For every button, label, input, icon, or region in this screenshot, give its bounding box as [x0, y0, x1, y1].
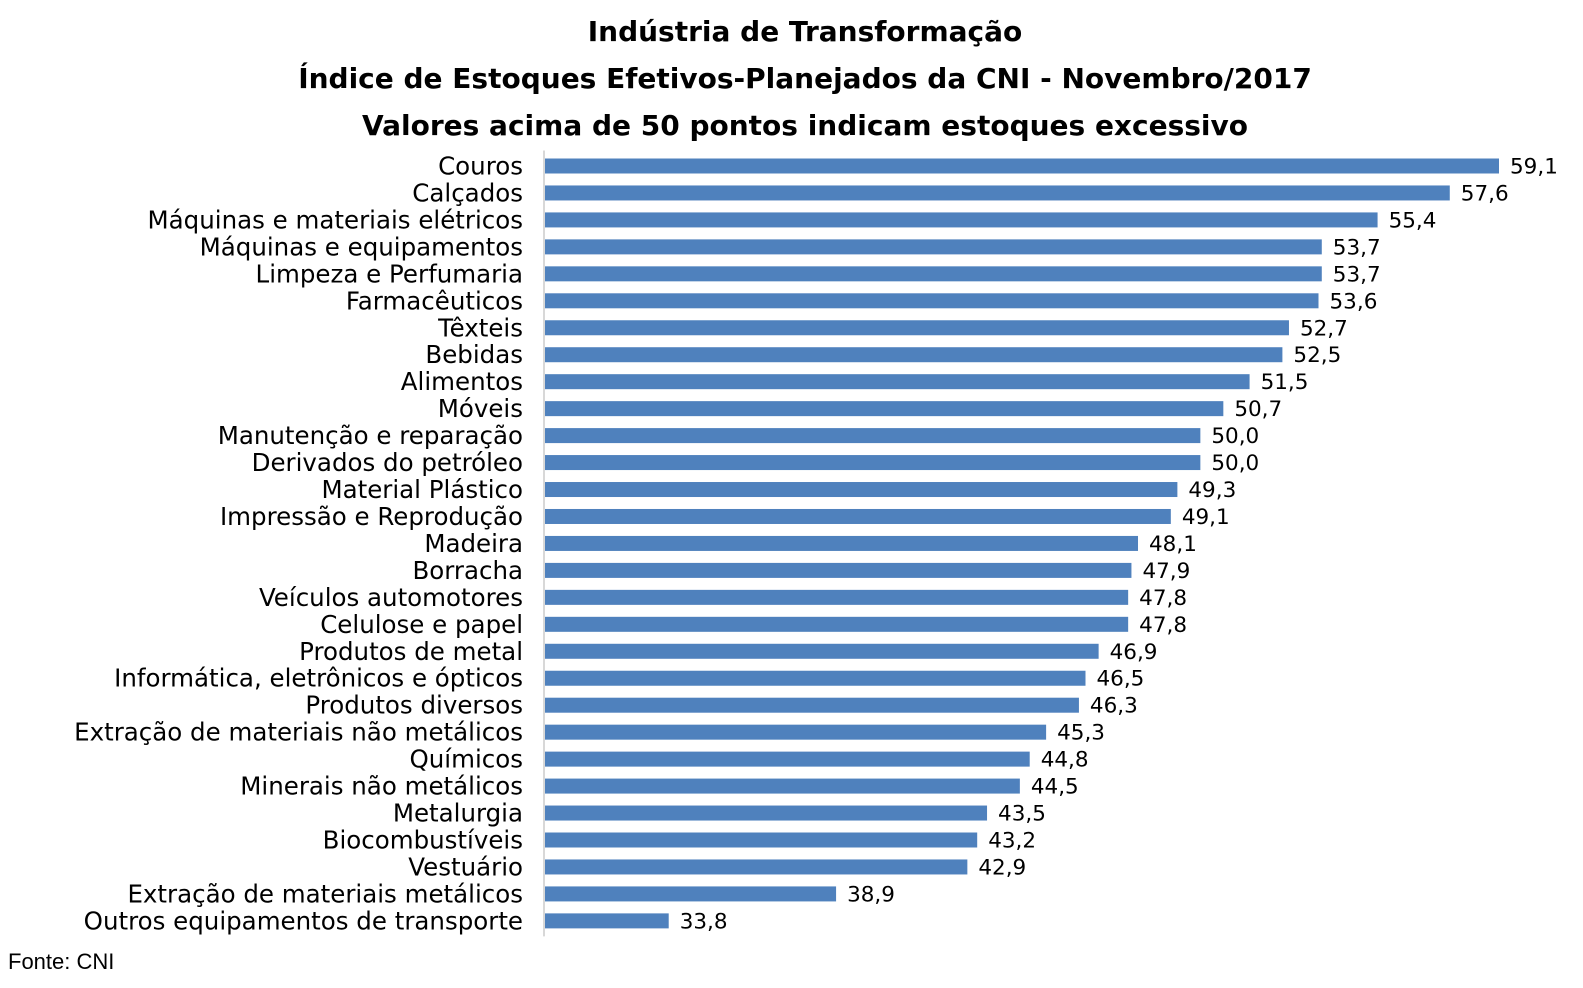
- data-label: 43,5: [998, 802, 1046, 827]
- data-label: 51,5: [1261, 370, 1309, 395]
- data-label: 47,9: [1142, 559, 1190, 584]
- bar: [545, 293, 1319, 309]
- data-label: 59,1: [1510, 155, 1558, 180]
- category-label: Móveis: [438, 394, 523, 423]
- bar: [545, 778, 1020, 794]
- bar: [545, 428, 1201, 444]
- category-label: Máquinas e materiais elétricos: [148, 205, 523, 234]
- category-label: Vestuário: [408, 852, 523, 881]
- bar: [545, 455, 1201, 471]
- source-note: Fonte: CNI: [8, 949, 115, 974]
- bar: [545, 185, 1450, 201]
- category-label: Impressão e Reprodução: [220, 502, 523, 531]
- data-label: 43,2: [988, 829, 1036, 854]
- data-label: 52,5: [1293, 343, 1341, 368]
- data-label: 55,4: [1389, 208, 1437, 233]
- category-label: Veículos automotores: [259, 583, 523, 612]
- category-label: Material Plástico: [321, 475, 523, 504]
- data-label: 44,5: [1031, 775, 1079, 800]
- bar: [545, 589, 1129, 605]
- data-label: 47,8: [1139, 586, 1187, 611]
- category-label: Têxteis: [437, 313, 523, 342]
- bar: [545, 401, 1224, 417]
- chart-title-line-2: Índice de Estoques Efetivos-Planejados d…: [298, 62, 1312, 95]
- bar: [545, 212, 1378, 228]
- data-label: 46,5: [1096, 667, 1144, 692]
- bar: [545, 347, 1283, 363]
- data-label: 42,9: [978, 855, 1026, 880]
- data-label: 46,9: [1110, 640, 1158, 665]
- bar: [545, 886, 837, 902]
- data-label: 44,8: [1041, 748, 1089, 773]
- data-label: 57,6: [1461, 181, 1509, 206]
- bar: [545, 697, 1079, 713]
- bar: [545, 643, 1099, 659]
- chart-title: Indústria de Transformação Índice de Est…: [0, 8, 1583, 149]
- bar: [545, 616, 1129, 632]
- bar: [545, 239, 1322, 255]
- category-label: Alimentos: [401, 367, 523, 396]
- data-label: 50,0: [1211, 451, 1259, 476]
- category-label: Extração de materiais não metálicos: [74, 718, 523, 747]
- data-label: 47,8: [1139, 613, 1187, 638]
- data-label: 53,7: [1333, 235, 1381, 260]
- bar: [545, 508, 1171, 524]
- bar: [545, 374, 1250, 390]
- data-label: 53,7: [1333, 262, 1381, 287]
- bar: [545, 751, 1030, 767]
- bar: [545, 482, 1178, 498]
- bar: [545, 913, 669, 929]
- category-label: Outros equipamentos de transporte: [84, 906, 523, 935]
- category-label: Metalurgia: [393, 799, 523, 828]
- data-label: 45,3: [1057, 721, 1105, 746]
- category-label: Produtos diversos: [305, 691, 523, 720]
- category-label: Limpeza e Perfumaria: [256, 259, 523, 288]
- data-label: 48,1: [1149, 532, 1197, 557]
- category-label: Extração de materiais metálicos: [127, 879, 523, 908]
- bar: [545, 535, 1139, 551]
- category-label: Celulose e papel: [320, 610, 523, 639]
- category-label: Minerais não metálicos: [240, 772, 523, 801]
- bar: [545, 158, 1499, 174]
- bar: [545, 320, 1289, 336]
- data-label: 33,8: [680, 909, 728, 934]
- data-label: 46,3: [1090, 694, 1138, 719]
- data-label: 38,9: [847, 882, 895, 907]
- category-label: Couros: [438, 152, 523, 181]
- category-label: Químicos: [409, 745, 523, 774]
- category-label: Borracha: [412, 556, 523, 585]
- category-label: Derivados do petróleo: [252, 448, 523, 477]
- chart-title-line-1: Indústria de Transformação: [587, 15, 1023, 48]
- data-label: 49,1: [1182, 505, 1230, 530]
- bar: [545, 562, 1132, 578]
- bar: [545, 805, 988, 821]
- data-label: 49,3: [1188, 478, 1236, 503]
- chart-title-line-3: Valores acima de 50 pontos indicam estoq…: [361, 109, 1249, 142]
- data-label: 50,7: [1234, 397, 1282, 422]
- category-label: Calçados: [412, 178, 523, 207]
- category-label: Máquinas e equipamentos: [200, 232, 523, 261]
- data-label: 53,6: [1330, 289, 1378, 314]
- category-label: Informática, eletrônicos e ópticos: [114, 664, 523, 693]
- bar: [545, 724, 1047, 740]
- data-label: 50,0: [1211, 424, 1259, 449]
- category-label: Produtos de metal: [299, 637, 523, 666]
- category-label: Bebidas: [425, 340, 523, 369]
- category-label: Madeira: [424, 529, 523, 558]
- category-label: Biocombustíveis: [323, 826, 523, 855]
- bar: [545, 859, 968, 875]
- bar: [545, 832, 978, 848]
- bar: [545, 670, 1086, 686]
- data-label: 52,7: [1300, 316, 1348, 341]
- category-label: Manutenção e reparação: [218, 421, 523, 450]
- category-label: Farmacêuticos: [346, 286, 523, 315]
- bars-group: Couros 59,1 Calçados 57,6 Máquinas e materia…: [74, 152, 1558, 936]
- bar: [545, 266, 1322, 282]
